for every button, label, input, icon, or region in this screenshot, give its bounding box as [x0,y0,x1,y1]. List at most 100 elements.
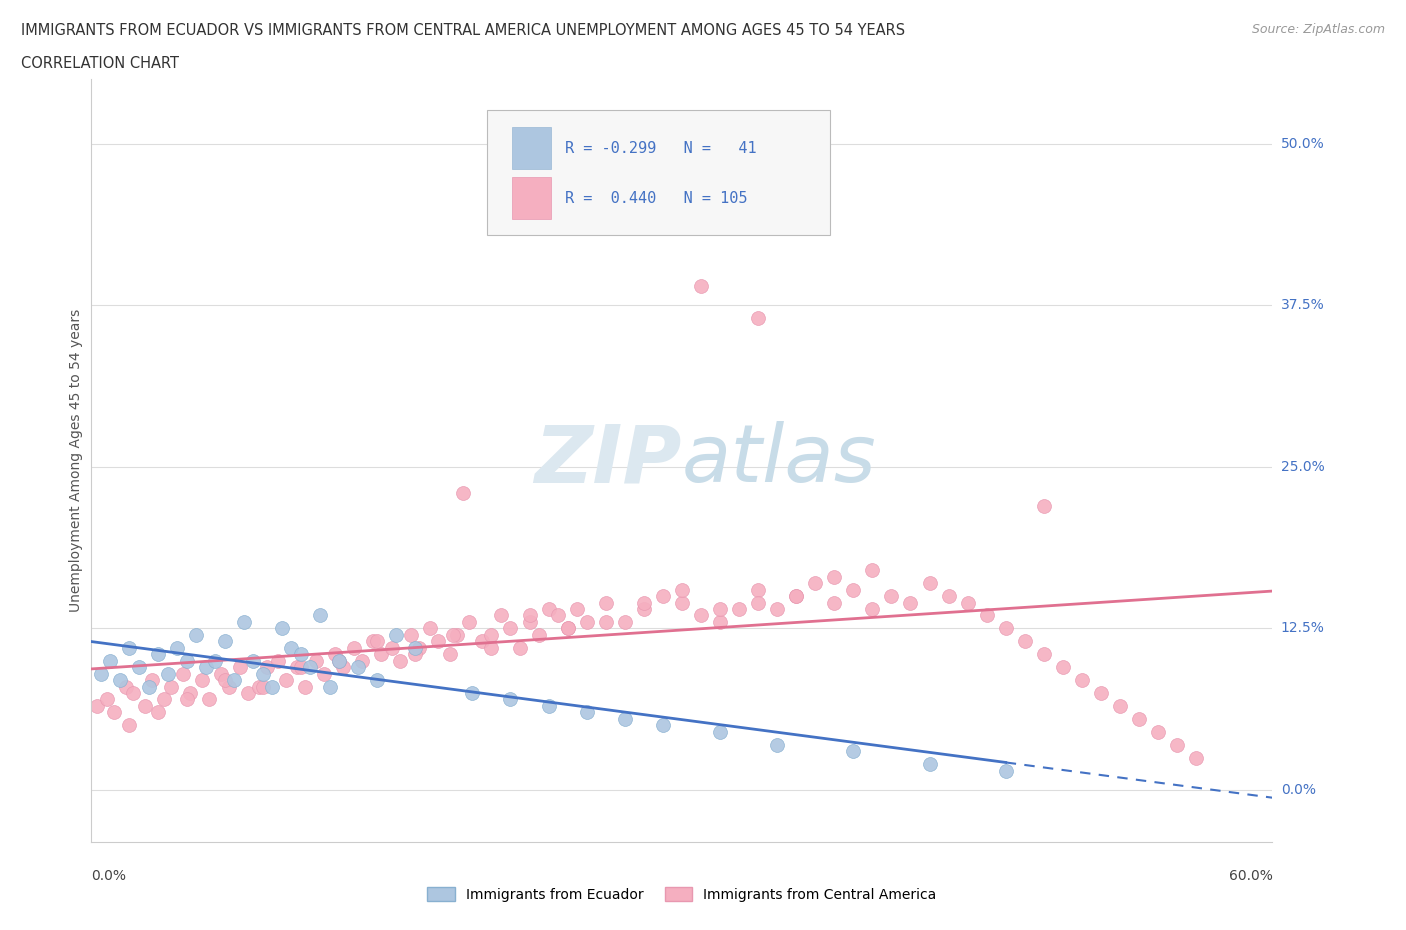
Point [1185,751,1208,765]
Point [633,602,655,617]
Point [242,653,264,668]
Point [214,672,236,687]
Point [537,602,560,617]
Point [294,679,316,694]
Point [728,602,751,617]
Point [152,692,174,707]
Point [633,595,655,610]
Text: R =  0.440   N = 105: R = 0.440 N = 105 [565,191,748,206]
Point [537,698,560,713]
Point [842,744,865,759]
Point [557,621,579,636]
Point [419,621,441,636]
Point [527,628,550,643]
Text: CORRELATION CHART: CORRELATION CHART [21,56,179,71]
Point [347,659,370,674]
Point [96,692,118,707]
Point [138,679,160,694]
Point [823,569,845,584]
Point [385,628,408,643]
Point [172,666,194,681]
Point [671,595,693,610]
Point [671,582,693,597]
Y-axis label: Unemployment Among Ages 45 to 54 years: Unemployment Among Ages 45 to 54 years [69,309,83,612]
Point [328,653,350,668]
Bar [512,127,551,169]
Point [709,602,731,617]
Point [103,705,125,720]
Point [595,595,617,610]
Point [176,692,198,707]
Point [499,621,522,636]
Point [191,672,214,687]
Point [842,582,865,597]
Point [114,679,136,694]
Point [747,595,769,610]
Point [404,641,426,656]
Point [481,641,503,656]
Point [267,653,290,668]
Point [595,615,617,630]
Point [128,659,150,674]
Point [557,621,579,636]
Point [209,666,232,681]
Point [160,679,183,694]
Point [860,602,883,617]
Point [224,672,246,687]
Point [323,646,346,661]
Point [709,724,731,739]
Point [1014,634,1036,649]
Text: ZIP: ZIP [534,421,682,499]
Point [860,563,883,578]
Point [280,641,302,656]
Point [176,653,198,668]
Point [290,659,312,674]
Point [613,711,636,726]
Text: 0.0%: 0.0% [1281,783,1316,797]
Bar [512,178,551,219]
Point [370,646,392,661]
Point [218,679,240,694]
Point [118,641,141,656]
Point [318,679,340,694]
Point [565,602,588,617]
Point [575,615,598,630]
Point [118,718,141,733]
Point [457,615,479,630]
Text: R = -0.299   N =   41: R = -0.299 N = 41 [565,140,756,155]
Point [451,485,474,500]
Point [509,641,531,656]
Point [519,608,541,623]
Point [900,595,922,610]
Point [427,634,450,649]
Point [366,672,388,687]
Point [350,653,373,668]
Legend: Immigrants from Ecuador, Immigrants from Central America: Immigrants from Ecuador, Immigrants from… [422,882,942,907]
Point [804,576,827,591]
Point [328,653,350,668]
Text: Source: ZipAtlas.com: Source: ZipAtlas.com [1251,23,1385,36]
Point [747,311,769,325]
Point [381,641,404,656]
Point [918,757,941,772]
Point [481,628,503,643]
Point [880,589,903,604]
Point [1052,659,1074,674]
Point [134,698,156,713]
Point [252,679,274,694]
Point [232,615,254,630]
Point [332,659,354,674]
Point [613,615,636,630]
Point [1128,711,1150,726]
Point [299,659,322,674]
Point [236,685,259,700]
Point [290,646,312,661]
Point [229,659,252,674]
Point [214,634,236,649]
Point [918,576,941,591]
Point [690,608,713,623]
Point [90,666,112,681]
Point [388,653,411,668]
Point [785,589,807,604]
Point [766,602,789,617]
